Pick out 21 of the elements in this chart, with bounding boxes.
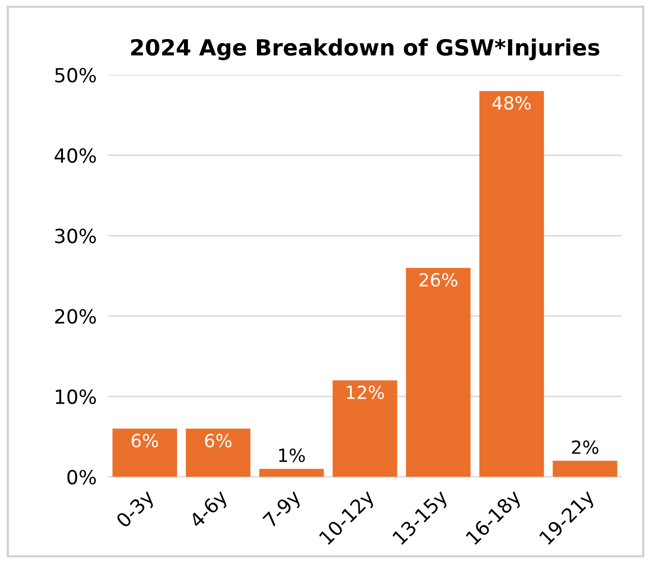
bar (406, 268, 471, 477)
y-tick-label: 30% (55, 228, 96, 244)
bar (259, 468, 324, 477)
y-tick-label: 0% (67, 470, 96, 485)
chart-title: 2024 Age Breakdown of GSW*Injuries (131, 38, 600, 60)
data-label: 6% (205, 434, 232, 448)
bar (112, 428, 178, 477)
y-tick-label: 20% (55, 309, 96, 324)
data-label: 48% (492, 96, 531, 110)
data-label: 6% (132, 434, 158, 448)
data-label: 1% (279, 448, 305, 462)
bar (332, 380, 398, 477)
data-label: 2% (572, 440, 598, 454)
y-tick-label: 40% (54, 148, 96, 163)
bar (186, 428, 250, 477)
data-label: 12% (346, 386, 384, 400)
y-tick-label: 10% (56, 389, 96, 404)
bar (479, 90, 544, 477)
y-tick-label: 50% (55, 68, 96, 83)
bar (552, 460, 618, 477)
data-label: 26% (420, 272, 458, 287)
